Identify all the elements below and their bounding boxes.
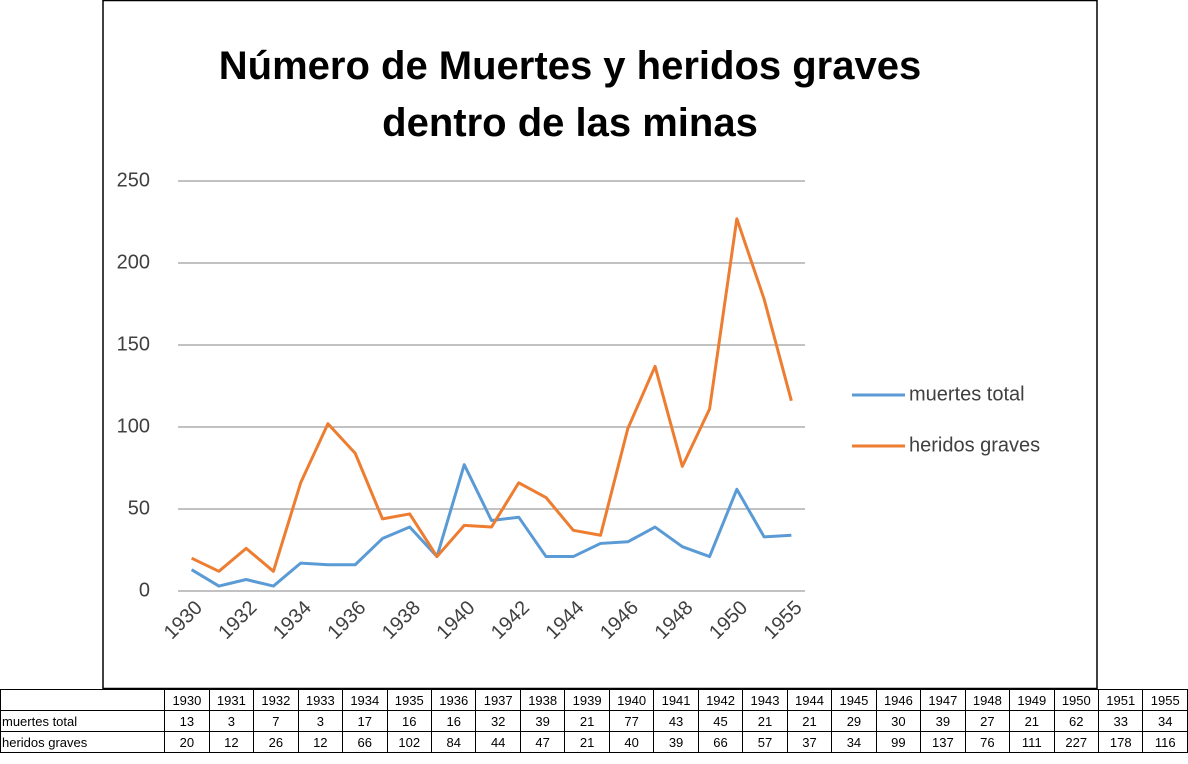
table-cell: 137 (920, 731, 966, 753)
chart-title: Número de Muertes y heridos graves dentr… (218, 44, 922, 145)
table-cell: 27 (964, 710, 1011, 732)
table-cell: 20 (164, 731, 210, 753)
legend-label: muertes total (909, 383, 1025, 405)
table-cell: 37 (786, 731, 833, 753)
table-cell: 44 (475, 731, 521, 753)
table-cell: 3 (297, 710, 344, 732)
table-cell: 1940 (608, 689, 655, 711)
table-row: muertes total 13 3 7 3 17 16 16 32 39 21 77 43 45 21 21… (0, 710, 1188, 732)
table-cell: 21 (1009, 710, 1055, 732)
table-cell: 30 (875, 710, 922, 732)
table-cell: 7 (253, 710, 299, 732)
table-cell: 1950 (1053, 689, 1100, 711)
table-cell: 116 (1142, 731, 1188, 753)
table-row: 1930 1931 1932 1933 1934 1935 1936 1937 1938 1939… (0, 689, 1188, 711)
y-tick-label: 200 (117, 251, 150, 273)
table-cell: 62 (1053, 710, 1100, 732)
table-cell: 32 (475, 710, 521, 732)
data-table: 1930 1931 1932 1933 1934 1935 1936 1937 1938 1939… (0, 689, 1188, 753)
table-cell: 99 (875, 731, 922, 753)
table-cell: 1948 (964, 689, 1011, 711)
table-cell: 21 (564, 710, 610, 732)
table-cell: 39 (519, 710, 566, 732)
table-cell: 1931 (208, 689, 255, 711)
table-cell: 39 (920, 710, 966, 732)
table-cell: 77 (608, 710, 655, 732)
y-tick-label: 50 (128, 497, 150, 519)
table-cell: 13 (164, 710, 210, 732)
y-tick-label: 250 (117, 169, 150, 191)
table-cell: 21 (564, 731, 610, 753)
table-row: heridos graves 20 12 26 12 66 102 84 44 47 21 40 39 6… (0, 731, 1188, 753)
table-cell: 111 (1009, 731, 1055, 753)
table-cell: 1945 (831, 689, 877, 711)
table-cell: 1944 (786, 689, 833, 711)
table-cell: 84 (430, 731, 477, 753)
table-cell: 1955 (1142, 689, 1188, 711)
table-cell: 29 (831, 710, 877, 732)
y-tick-label: 0 (139, 579, 150, 601)
table-cell: 21 (742, 710, 788, 732)
table-cell: 102 (386, 731, 432, 753)
table-cell: 33 (1098, 710, 1144, 732)
table-cell: 1935 (386, 689, 432, 711)
table-cell: 1938 (519, 689, 566, 711)
table-cell (0, 689, 166, 711)
table-cell: 1942 (697, 689, 744, 711)
table-cell: 43 (653, 710, 699, 732)
table-cell: 3 (208, 710, 255, 732)
table-cell: 34 (1142, 710, 1188, 732)
table-cell: 47 (519, 731, 566, 753)
table-cell: 1946 (875, 689, 922, 711)
table-cell: 16 (386, 710, 432, 732)
table-cell: 1951 (1098, 689, 1144, 711)
table-cell: 1936 (430, 689, 477, 711)
table-cell: 34 (831, 731, 877, 753)
line-series (190, 217, 793, 573)
table-cell: 1949 (1009, 689, 1055, 711)
table-cell: muertes total (0, 710, 166, 732)
y-tick-label: 150 (117, 333, 150, 355)
table-cell: 39 (653, 731, 699, 753)
table-cell: 17 (342, 710, 388, 732)
table-cell: 66 (342, 731, 388, 753)
table-cell: 21 (786, 710, 833, 732)
y-tick-label: 100 (117, 415, 150, 437)
table-cell: 76 (964, 731, 1011, 753)
table-cell: 1934 (342, 689, 388, 711)
table-cell: 178 (1098, 731, 1144, 753)
table-cell: 227 (1053, 731, 1100, 753)
table-cell: 16 (430, 710, 477, 732)
table-cell: 12 (208, 731, 255, 753)
table-cell: 1939 (564, 689, 610, 711)
table-cell: 1943 (742, 689, 788, 711)
table-cell: 1933 (297, 689, 344, 711)
table-cell: 57 (742, 731, 788, 753)
table-cell: 1941 (653, 689, 699, 711)
table-cell: 45 (697, 710, 744, 732)
table-cell: 1937 (475, 689, 521, 711)
table-cell: heridos graves (0, 731, 166, 753)
table-cell: 40 (608, 731, 655, 753)
table-cell: 1947 (920, 689, 966, 711)
table-cell: 12 (297, 731, 344, 753)
table-cell: 66 (697, 731, 744, 753)
table-cell: 26 (253, 731, 299, 753)
table-cell: 1932 (253, 689, 299, 711)
legend-label: heridos graves (909, 434, 1040, 456)
line-series (190, 463, 792, 588)
table-cell: 1930 (164, 689, 210, 711)
